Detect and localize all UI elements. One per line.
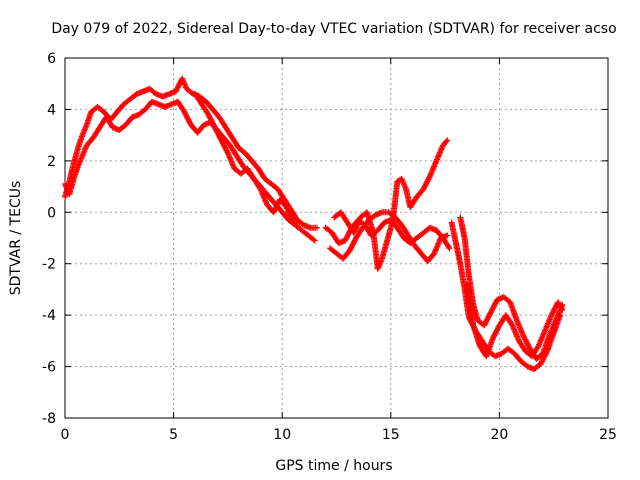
data-points bbox=[62, 75, 566, 373]
x-tick-label: 5 bbox=[169, 427, 178, 443]
y-tick-label: -8 bbox=[42, 411, 56, 427]
data-point bbox=[558, 305, 565, 312]
series-track-a bbox=[62, 75, 320, 231]
series-track-f bbox=[331, 137, 451, 272]
data-point bbox=[224, 148, 231, 155]
data-point bbox=[443, 138, 450, 145]
data-point bbox=[444, 137, 451, 144]
series-track-b bbox=[62, 98, 318, 244]
plot-frame bbox=[64, 57, 609, 419]
y-tick-label: 4 bbox=[47, 102, 56, 118]
data-point bbox=[444, 232, 451, 239]
series-track-i bbox=[463, 281, 566, 360]
data-point bbox=[426, 174, 433, 181]
x-tick-label: 10 bbox=[273, 427, 291, 443]
data-point bbox=[446, 245, 453, 252]
y-tick-label: -2 bbox=[42, 257, 56, 273]
x-tick-label: 0 bbox=[61, 427, 70, 443]
y-tick-label: -6 bbox=[42, 360, 56, 376]
y-tick-label: 2 bbox=[47, 154, 56, 170]
series-track-c bbox=[192, 91, 303, 226]
y-axis-label: SDTVAR / TECUs bbox=[8, 181, 24, 296]
data-point bbox=[310, 236, 317, 243]
x-tick-label: 15 bbox=[382, 427, 400, 443]
data-point bbox=[296, 219, 303, 226]
data-point bbox=[559, 307, 566, 313]
x-axis-label: GPS time / hours bbox=[275, 458, 392, 474]
x-tick-label: 20 bbox=[490, 427, 508, 443]
x-tick-label: 25 bbox=[599, 427, 617, 443]
data-point bbox=[311, 237, 318, 244]
y-tick-label: 6 bbox=[47, 51, 56, 67]
axis-ticks: 0 5 10 15 20 25 -8 -6 -4 -2 0 2 4 6 bbox=[42, 51, 617, 443]
data-point bbox=[313, 224, 320, 231]
data-point bbox=[445, 244, 452, 250]
chart-title: Day 079 of 2022, Sidereal Day-to-day VTE… bbox=[51, 21, 616, 37]
series-track-h bbox=[457, 214, 566, 362]
y-tick-label: 0 bbox=[47, 205, 56, 221]
y-tick-label: -4 bbox=[42, 308, 56, 324]
gridlines bbox=[65, 58, 608, 418]
